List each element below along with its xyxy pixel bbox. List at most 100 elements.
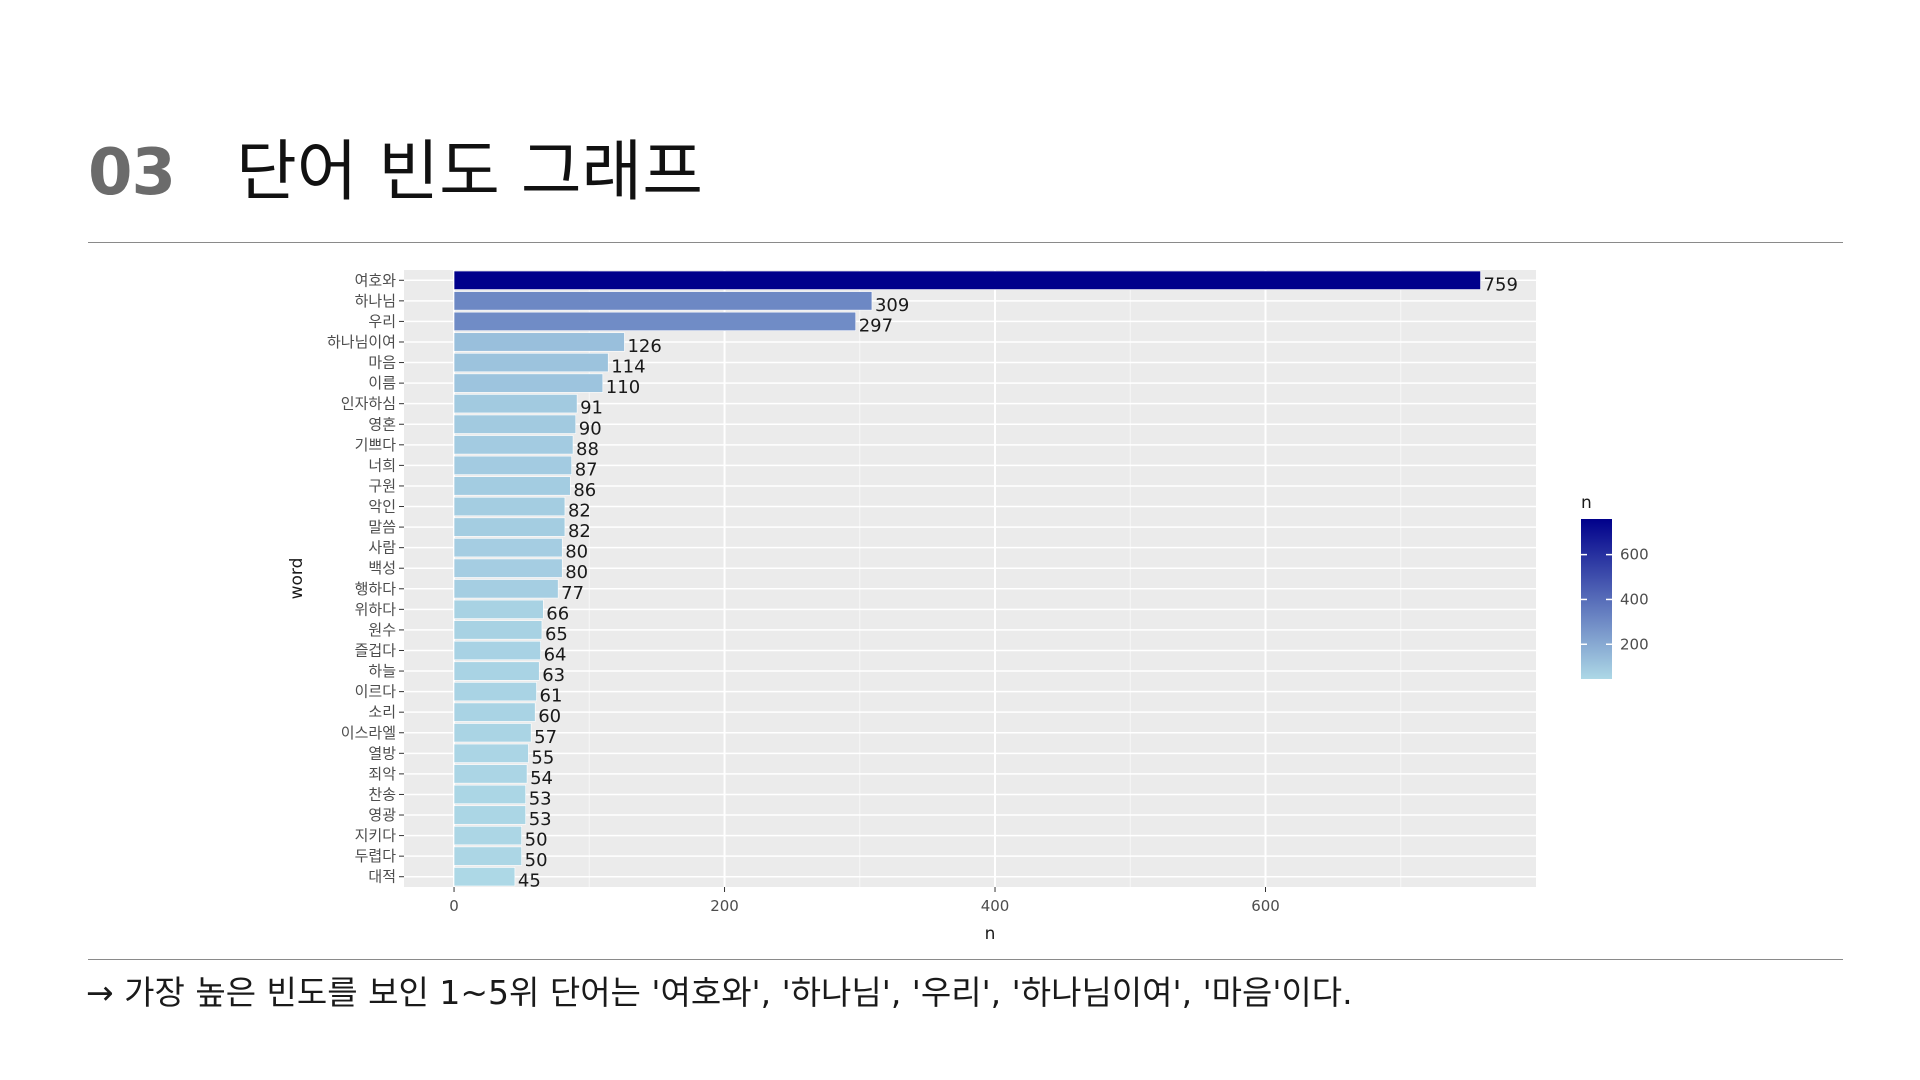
value-label: 82 [568, 521, 591, 542]
value-label: 80 [565, 562, 588, 583]
category-label: 원수 [368, 621, 396, 639]
value-label: 55 [531, 747, 554, 768]
bar [453, 291, 873, 311]
category-label: 죄악 [368, 765, 396, 783]
value-label: 53 [529, 788, 552, 809]
category-label: 행하다 [355, 580, 397, 598]
value-label: 50 [525, 830, 548, 851]
bar [453, 476, 571, 496]
bar [453, 764, 528, 784]
category-label: 두렵다 [355, 847, 397, 865]
bar [453, 373, 604, 393]
legend-tick-label: 200 [1620, 635, 1649, 653]
bar [453, 723, 532, 743]
bar [453, 538, 563, 558]
value-label: 57 [534, 727, 557, 748]
legend-tick-label: 400 [1620, 590, 1649, 608]
bar [453, 435, 574, 455]
legend-tick-label: 600 [1620, 546, 1649, 564]
category-label: 마음 [368, 354, 396, 372]
value-label: 110 [606, 377, 640, 398]
category-label: 악인 [368, 498, 396, 516]
bar [453, 579, 559, 599]
value-label: 297 [859, 315, 893, 336]
category-label: 지키다 [355, 827, 397, 845]
category-label: 하나님이여 [327, 333, 396, 351]
legend-title: n [1581, 493, 1592, 513]
bar [453, 496, 566, 517]
plot-panel [404, 270, 1536, 887]
category-label: 위하다 [355, 600, 397, 618]
bar [453, 599, 544, 619]
value-label: 80 [565, 542, 588, 563]
slide-heading: 03 단어 빈도 그래프 [88, 118, 703, 210]
bar [453, 743, 529, 763]
bar [453, 270, 1481, 290]
value-label: 759 [1484, 274, 1518, 295]
bar [453, 620, 543, 640]
value-label: 60 [538, 706, 561, 727]
bar [453, 558, 563, 578]
x-tick-label: 600 [1251, 897, 1280, 915]
value-label: 45 [518, 871, 541, 892]
page-title: 단어 빈도 그래프 [236, 133, 703, 210]
bar [453, 805, 527, 825]
bar [453, 702, 536, 722]
value-label: 66 [546, 603, 569, 624]
value-label: 91 [580, 398, 603, 419]
category-label: 말씀 [368, 518, 396, 536]
category-label: 사람 [368, 539, 396, 557]
category-label: 이르다 [355, 683, 397, 701]
value-label: 65 [545, 624, 568, 645]
category-label: 너희 [368, 456, 396, 474]
bar [453, 352, 609, 373]
category-label: 즐겁다 [355, 641, 397, 659]
value-label: 64 [544, 644, 567, 665]
category-label: 찬송 [368, 785, 396, 803]
section-number: 03 [88, 136, 176, 210]
category-label: 이름 [368, 374, 396, 392]
category-label: 인자하심 [341, 395, 396, 413]
bar [453, 846, 522, 866]
category-label: 대적 [368, 868, 396, 886]
category-label: 영혼 [368, 415, 396, 433]
category-label: 열방 [368, 744, 396, 762]
top-divider [88, 242, 1843, 243]
value-label: 82 [568, 501, 591, 522]
value-label: 61 [540, 686, 563, 707]
value-label: 309 [875, 295, 909, 316]
bar [453, 394, 578, 414]
category-label: 여호와 [355, 271, 397, 289]
caption-text: → 가장 높은 빈도를 보인 1~5위 단어는 '여호와', '하나님', '우… [86, 973, 1353, 1012]
y-axis-title: word [287, 558, 307, 600]
x-tick-label: 200 [710, 897, 739, 915]
category-label: 하늘 [368, 662, 396, 680]
bar [453, 682, 537, 702]
x-tick-label: 400 [981, 897, 1010, 915]
category-label: 영광 [368, 806, 396, 824]
bar [453, 867, 516, 887]
bar [453, 640, 541, 661]
x-tick-label: 0 [449, 897, 459, 915]
value-label: 63 [542, 665, 565, 686]
category-label: 기쁘다 [355, 436, 397, 454]
category-label: 이스라엘 [341, 724, 396, 742]
category-label: 하나님 [355, 292, 396, 310]
category-label: 백성 [368, 559, 396, 577]
category-label: 소리 [368, 703, 396, 721]
bar [453, 455, 573, 475]
value-label: 53 [529, 809, 552, 830]
bottom-divider [88, 959, 1843, 960]
category-label: 구원 [368, 477, 396, 495]
value-label: 88 [576, 439, 599, 460]
bar [453, 332, 625, 352]
value-label: 77 [561, 583, 584, 604]
bar [453, 784, 527, 805]
bar [453, 826, 522, 846]
value-label: 90 [579, 418, 602, 439]
bar [453, 414, 577, 434]
bar [453, 517, 566, 537]
value-label: 54 [530, 768, 553, 789]
